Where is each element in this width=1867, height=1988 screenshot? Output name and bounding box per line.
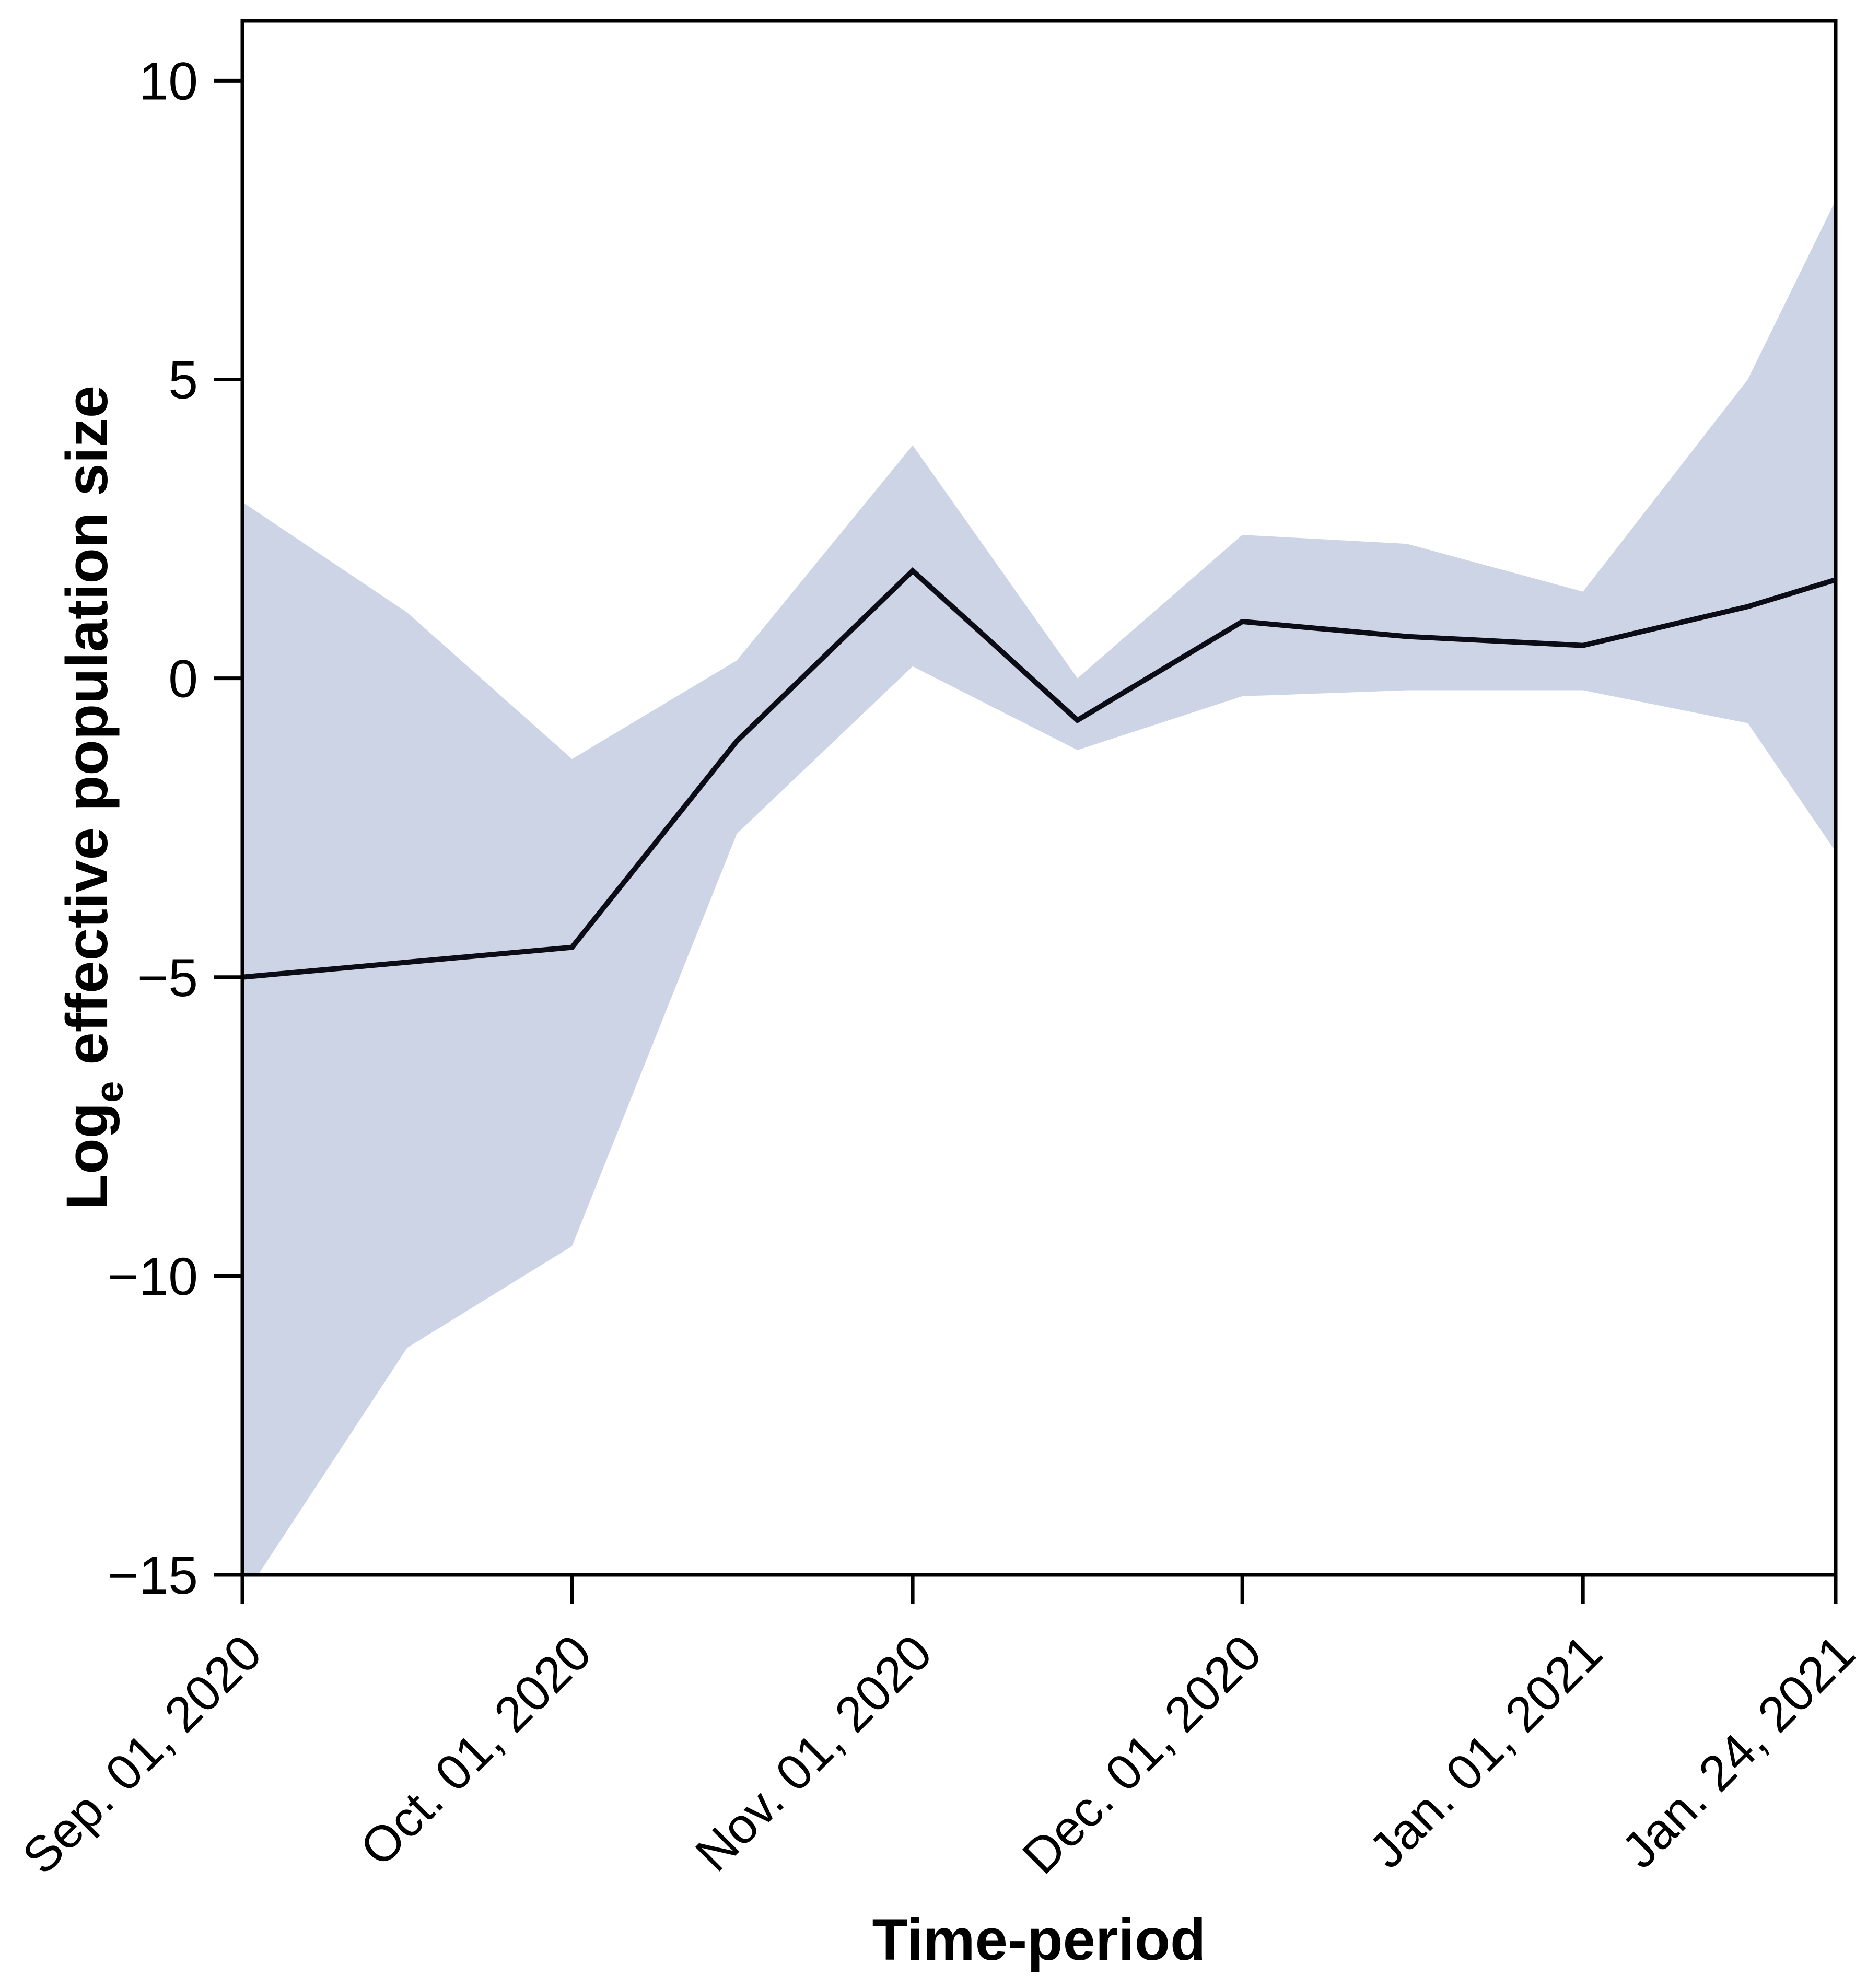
y-axis-title: Loge effective population size [54, 385, 131, 1210]
x-tick-label-group: Jan. 01, 2021 [1358, 1624, 1613, 1879]
y-axis-title-text: Loge effective population size [54, 385, 131, 1210]
median-line [242, 567, 1836, 980]
y-tick-label: 0 [168, 649, 198, 709]
axis-labels-group: Time-period Loge effective population si… [54, 385, 1206, 1972]
x-tick-label-group: Dec. 01, 2020 [1012, 1624, 1272, 1885]
x-tick-label-group: Oct. 01, 2020 [349, 1624, 602, 1877]
x-tick-label: Jan. 24, 2021 [1611, 1624, 1865, 1879]
y-tick-label: 5 [168, 350, 198, 410]
x-tick-label: Jan. 01, 2021 [1358, 1624, 1613, 1879]
hpd-band [242, 200, 1836, 1575]
plot-border [240, 19, 1838, 1577]
x-tick-label: Nov. 01, 2020 [685, 1624, 942, 1882]
x-tick-label: Oct. 01, 2020 [349, 1624, 602, 1877]
x-tick-label-group: Jan. 24, 2021 [1611, 1624, 1865, 1879]
x-axis-title: Time-period [872, 1907, 1206, 1972]
median-line-group [242, 567, 1836, 980]
y-tick-label: −10 [108, 1247, 198, 1306]
y-tick-label: −5 [137, 948, 198, 1008]
x-tick-label: Sep. 01, 2020 [12, 1624, 272, 1885]
y-tick-label: 10 [139, 51, 198, 111]
x-tick-label-group: Sep. 01, 2020 [12, 1624, 272, 1885]
y-tick-label: −15 [108, 1546, 198, 1605]
hpd-band-group [242, 200, 1836, 1575]
x-tick-label: Dec. 01, 2020 [1012, 1624, 1272, 1885]
x-tick-label-group: Nov. 01, 2020 [685, 1624, 942, 1882]
